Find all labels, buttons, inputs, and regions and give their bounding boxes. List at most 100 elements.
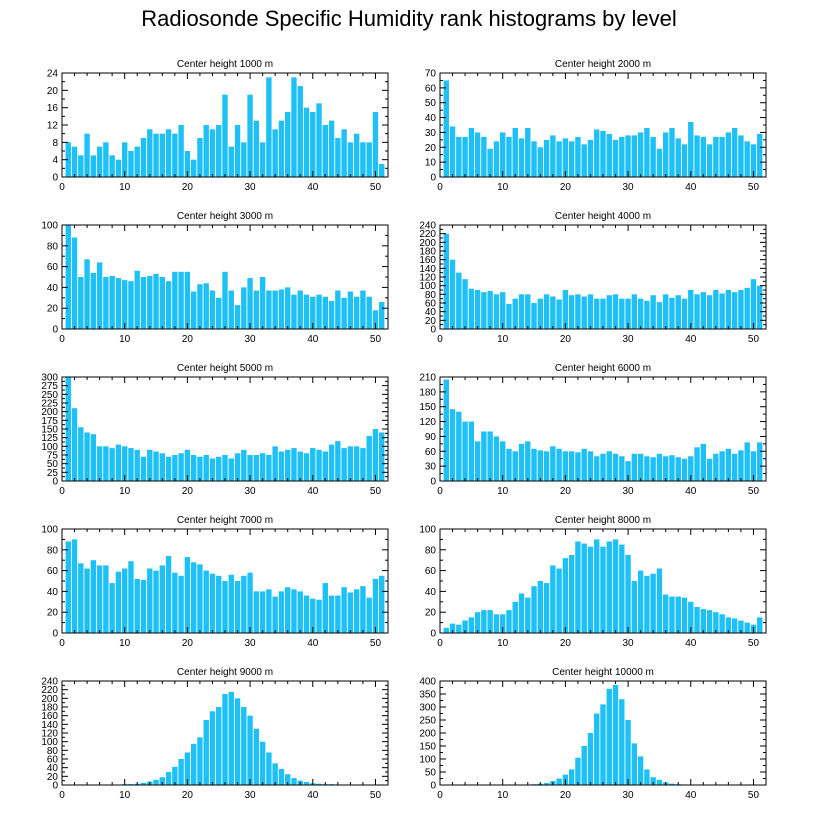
histogram-bar	[656, 302, 663, 329]
histogram-bar	[134, 449, 140, 481]
histogram-bar	[719, 451, 725, 481]
y-tick-label: 80	[47, 241, 59, 252]
y-tick-label: 40	[425, 587, 437, 598]
histogram-bar	[347, 446, 354, 481]
histogram-bar	[203, 570, 209, 633]
x-tick-label: 50	[370, 486, 382, 497]
histogram-bar	[688, 601, 694, 633]
histogram-bar	[360, 142, 366, 177]
histogram-bar	[744, 442, 750, 481]
histogram-bar	[606, 451, 612, 481]
histogram-bar	[172, 455, 178, 481]
y-tick-label: 60	[425, 299, 437, 310]
histogram-bar	[165, 456, 172, 481]
histogram-bar	[209, 458, 216, 481]
histogram-bar	[731, 618, 738, 633]
histogram-bar	[153, 570, 159, 633]
histogram-bar	[96, 565, 103, 633]
histogram-bar	[65, 541, 71, 633]
y-tick-label: 60	[425, 447, 437, 458]
histogram-bar	[241, 142, 247, 177]
histogram-bar	[228, 458, 234, 481]
histogram-bar	[669, 297, 675, 329]
histogram-bar	[474, 612, 481, 633]
histogram-bar	[134, 270, 140, 329]
histogram-bar	[556, 568, 562, 633]
histogram-bar	[360, 586, 366, 633]
histogram-bar	[700, 443, 706, 481]
histogram-bar	[159, 565, 165, 633]
histogram-bar	[474, 132, 481, 177]
y-tick-label: 150	[419, 742, 436, 753]
histogram-bar	[328, 120, 335, 177]
histogram-bar	[506, 610, 512, 633]
histogram-bar	[500, 441, 506, 481]
histogram-bar	[600, 130, 606, 177]
histogram-bar	[353, 446, 360, 481]
histogram-bar	[222, 455, 228, 481]
y-tick-label: 220	[419, 229, 436, 240]
histogram-bar	[247, 278, 253, 329]
histogram-bar	[335, 138, 341, 177]
histogram-bar	[209, 290, 216, 329]
y-tick-label: 24	[47, 69, 59, 80]
histogram-bar	[531, 303, 537, 329]
histogram-bar	[159, 777, 165, 785]
histogram-bar	[619, 136, 625, 177]
histogram-bar	[259, 741, 266, 785]
histogram-bar	[147, 568, 153, 633]
histogram-bar	[278, 120, 285, 177]
histogram-bar	[713, 290, 719, 329]
histogram-bar	[493, 614, 500, 633]
y-tick-label: 0	[430, 325, 436, 336]
histogram-bar	[222, 694, 228, 785]
histogram-bar	[285, 449, 291, 481]
histogram-bar	[606, 541, 612, 633]
histogram-bar	[587, 451, 594, 481]
histogram-bar	[575, 136, 581, 177]
y-tick-label: 0	[52, 781, 58, 792]
histogram-bar	[253, 591, 260, 633]
histogram-bar	[122, 568, 128, 633]
x-tick-label: 0	[59, 638, 65, 649]
histogram-bar	[619, 699, 625, 785]
histogram-bar	[341, 587, 347, 633]
histogram-bar	[525, 294, 531, 329]
histogram-bar	[644, 300, 650, 329]
histogram-bar	[310, 112, 316, 177]
histogram-panel: Center height 8000 m 0 10 20 30 40 50 0 20 40 60 80…	[419, 515, 767, 649]
histogram-bar	[165, 772, 172, 785]
y-tick-label: 60	[425, 83, 437, 94]
histogram-bar	[285, 774, 291, 785]
y-tick-label: 80	[47, 545, 59, 556]
histogram-bar	[600, 546, 606, 633]
y-tick-label: 70	[425, 69, 437, 80]
y-tick-label: 80	[47, 746, 59, 757]
histogram-bar	[443, 627, 449, 633]
histogram-bar	[725, 290, 732, 329]
x-tick-label: 40	[307, 486, 319, 497]
y-tick-label: 100	[419, 755, 436, 766]
y-tick-label: 16	[47, 103, 59, 114]
x-tick-label: 20	[182, 638, 194, 649]
histogram-bar	[84, 568, 90, 633]
histogram-bar	[197, 564, 203, 633]
histogram-bar	[140, 782, 147, 785]
histogram-bar	[606, 133, 612, 177]
histogram-bar	[512, 601, 518, 633]
y-tick-label: 120	[419, 417, 436, 428]
histogram-bar	[518, 138, 525, 177]
histogram-bar	[525, 441, 531, 481]
histogram-bar	[619, 298, 625, 329]
histogram-bar	[184, 271, 191, 329]
histogram-bar	[247, 455, 253, 481]
histogram-bar	[285, 587, 291, 633]
histogram-bar	[71, 408, 78, 481]
histogram-bar	[462, 279, 468, 329]
histogram-bar	[631, 453, 638, 481]
histogram-bar	[322, 125, 328, 177]
x-tick-label: 20	[560, 182, 572, 193]
x-tick-label: 50	[748, 486, 760, 497]
histogram-bar	[568, 555, 575, 633]
histogram-bar	[518, 443, 525, 481]
